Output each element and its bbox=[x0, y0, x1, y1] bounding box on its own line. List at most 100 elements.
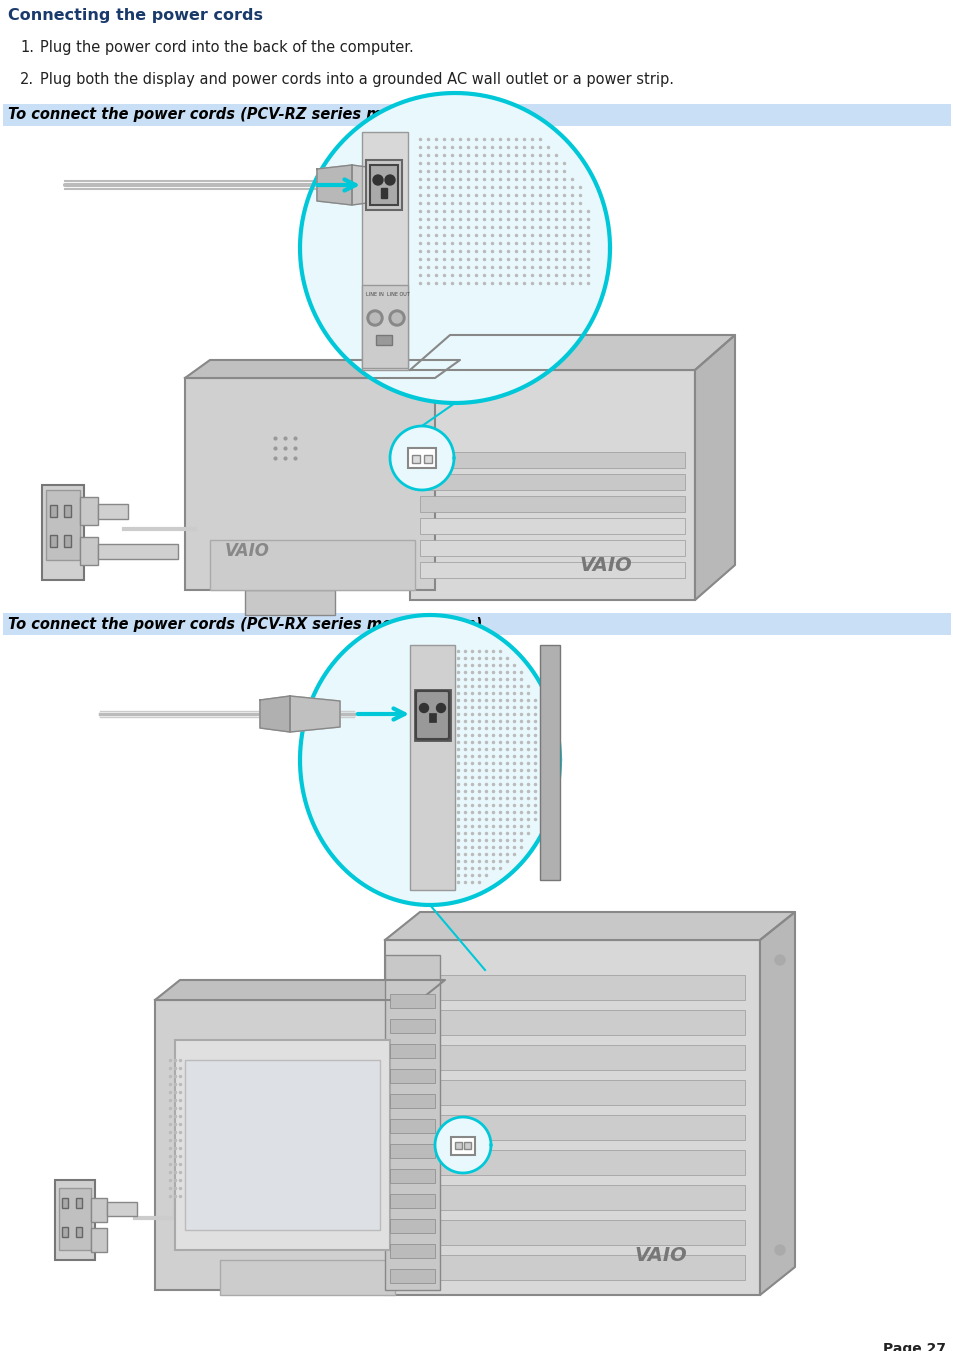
Bar bbox=[210, 540, 415, 590]
Bar bbox=[50, 535, 57, 547]
Bar bbox=[390, 1194, 435, 1208]
Bar bbox=[361, 285, 408, 367]
Bar bbox=[370, 165, 397, 205]
Bar bbox=[423, 455, 432, 463]
Bar bbox=[62, 1198, 68, 1208]
Polygon shape bbox=[390, 426, 454, 490]
Bar bbox=[361, 132, 408, 370]
Polygon shape bbox=[185, 359, 459, 378]
Text: VAIO: VAIO bbox=[635, 1246, 687, 1265]
Polygon shape bbox=[410, 335, 734, 370]
Circle shape bbox=[370, 313, 379, 323]
Polygon shape bbox=[695, 335, 734, 600]
Bar bbox=[385, 955, 439, 1290]
Bar bbox=[412, 455, 419, 463]
Bar bbox=[390, 1094, 435, 1108]
Bar bbox=[410, 644, 455, 890]
Circle shape bbox=[774, 1246, 784, 1255]
Polygon shape bbox=[385, 912, 794, 940]
Circle shape bbox=[392, 313, 401, 323]
Bar bbox=[107, 1202, 137, 1216]
Polygon shape bbox=[435, 1117, 491, 1173]
Bar bbox=[91, 1198, 107, 1223]
Circle shape bbox=[385, 176, 395, 185]
Bar bbox=[390, 994, 435, 1008]
Bar bbox=[380, 188, 387, 199]
Bar bbox=[455, 1142, 461, 1148]
Bar bbox=[408, 449, 436, 467]
Bar bbox=[64, 535, 71, 547]
Circle shape bbox=[367, 309, 382, 326]
Bar bbox=[410, 370, 695, 600]
Text: LINE IN  LINE OUT: LINE IN LINE OUT bbox=[366, 292, 410, 297]
Bar bbox=[399, 1079, 744, 1105]
Bar bbox=[419, 540, 684, 557]
Bar bbox=[390, 1119, 435, 1133]
Bar bbox=[399, 1255, 744, 1279]
Bar bbox=[3, 613, 950, 635]
Bar bbox=[390, 1144, 435, 1158]
Bar bbox=[185, 378, 435, 590]
Bar bbox=[50, 505, 57, 517]
Bar bbox=[59, 1188, 91, 1250]
Bar bbox=[80, 497, 98, 526]
Bar bbox=[390, 1169, 435, 1183]
Bar bbox=[98, 504, 128, 519]
Bar bbox=[399, 975, 744, 1000]
Bar bbox=[463, 1142, 471, 1148]
Bar bbox=[390, 1244, 435, 1258]
Bar bbox=[3, 104, 950, 126]
Bar bbox=[98, 544, 178, 559]
Polygon shape bbox=[290, 696, 339, 732]
Text: Page 27: Page 27 bbox=[882, 1342, 945, 1351]
Text: Plug the power cord into the back of the computer.: Plug the power cord into the back of the… bbox=[40, 41, 414, 55]
Bar bbox=[451, 1138, 475, 1155]
Polygon shape bbox=[154, 979, 444, 1000]
Bar bbox=[419, 517, 684, 534]
Polygon shape bbox=[760, 912, 794, 1296]
Bar bbox=[419, 453, 684, 467]
Bar bbox=[154, 1000, 419, 1290]
Circle shape bbox=[774, 955, 784, 965]
Polygon shape bbox=[316, 165, 352, 205]
Bar bbox=[415, 690, 450, 740]
Circle shape bbox=[389, 309, 405, 326]
Bar bbox=[55, 1179, 95, 1260]
Bar bbox=[399, 1185, 744, 1210]
Bar bbox=[80, 536, 98, 565]
Bar bbox=[174, 1040, 390, 1250]
Text: 2.: 2. bbox=[20, 72, 34, 86]
Bar bbox=[429, 713, 436, 721]
Bar bbox=[399, 1046, 744, 1070]
Bar bbox=[42, 485, 84, 580]
Polygon shape bbox=[299, 93, 609, 403]
Bar bbox=[390, 1269, 435, 1283]
Bar bbox=[375, 335, 392, 345]
Bar bbox=[366, 159, 401, 209]
Text: Plug both the display and power cords into a grounded AC wall outlet or a power : Plug both the display and power cords in… bbox=[40, 72, 673, 86]
Bar bbox=[91, 1228, 107, 1252]
FancyBboxPatch shape bbox=[416, 690, 449, 739]
Bar bbox=[76, 1227, 82, 1238]
Text: Connecting the power cords: Connecting the power cords bbox=[8, 8, 263, 23]
Bar bbox=[390, 1069, 435, 1084]
Bar bbox=[220, 1260, 395, 1296]
Text: VAIO: VAIO bbox=[225, 542, 270, 561]
Bar bbox=[419, 562, 684, 578]
Text: VAIO: VAIO bbox=[579, 557, 632, 576]
Text: To connect the power cords (PCV-RZ series model shown): To connect the power cords (PCV-RZ serie… bbox=[8, 108, 481, 123]
Bar bbox=[419, 474, 684, 490]
Polygon shape bbox=[260, 696, 290, 732]
Bar bbox=[399, 1220, 744, 1246]
Bar bbox=[539, 644, 559, 880]
Polygon shape bbox=[352, 165, 396, 205]
Bar bbox=[385, 940, 760, 1296]
Bar bbox=[390, 1219, 435, 1233]
Bar bbox=[399, 1150, 744, 1175]
Bar bbox=[399, 1011, 744, 1035]
Bar bbox=[64, 505, 71, 517]
Bar bbox=[245, 590, 335, 615]
Circle shape bbox=[419, 704, 428, 712]
Bar bbox=[185, 1061, 379, 1229]
Text: 1.: 1. bbox=[20, 41, 34, 55]
